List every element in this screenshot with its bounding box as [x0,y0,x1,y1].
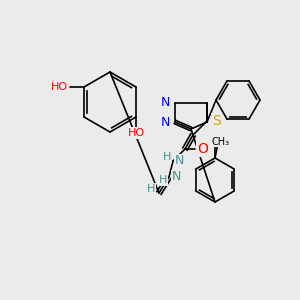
Text: H: H [147,184,155,194]
Text: HO: HO [51,82,68,92]
Text: O: O [197,142,208,156]
Text: N: N [160,116,170,128]
Text: H: H [163,152,171,162]
Text: N: N [160,97,170,110]
Text: HO: HO [128,128,145,138]
Text: N: N [175,154,184,167]
Text: CH₃: CH₃ [212,137,230,147]
Text: H: H [159,175,167,185]
Text: N: N [212,116,221,128]
Text: S: S [212,114,221,128]
Text: N: N [172,170,182,184]
